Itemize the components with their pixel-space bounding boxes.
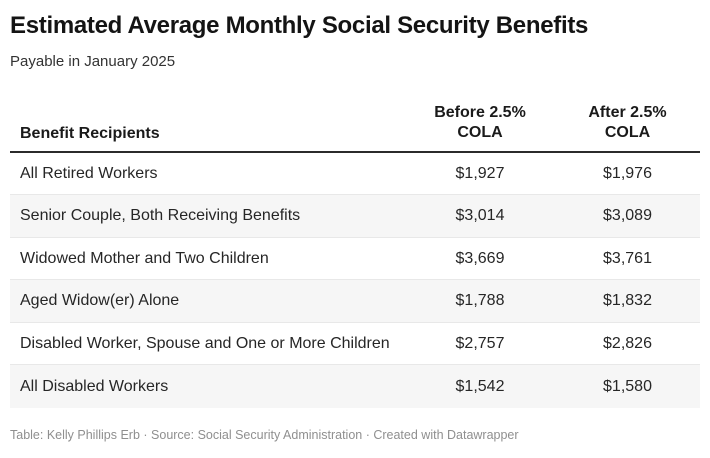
- cell-after-cola: $1,976: [603, 164, 652, 182]
- column-header-before-line2: COLA: [457, 123, 503, 141]
- cell-recipient: All Retired Workers: [20, 164, 158, 182]
- cell-recipient: Widowed Mother and Two Children: [20, 249, 269, 267]
- table-row: Widowed Mother and Two Children $3,669 $…: [10, 237, 700, 281]
- column-header-after-line1: After 2.5%: [588, 103, 667, 121]
- cell-before-cola: $3,014: [455, 207, 505, 225]
- cell-after-cola: $3,089: [603, 207, 652, 225]
- table-body: All Retired Workers $1,927 $1,976 Senior…: [10, 152, 700, 408]
- column-header-recipients: Benefit Recipients: [20, 124, 160, 142]
- cell-after-cola: $1,580: [603, 377, 652, 395]
- cell-before-cola: $3,669: [455, 249, 505, 267]
- page-title: Estimated Average Monthly Social Securit…: [10, 12, 589, 39]
- cell-before-cola: $1,542: [455, 377, 505, 395]
- column-header-before-cola: Before 2.5% COLA: [405, 103, 555, 143]
- table-row: Aged Widow(er) Alone $1,788 $1,832: [10, 280, 700, 323]
- page-subtitle: Payable in January 2025: [10, 52, 176, 70]
- table-row: All Retired Workers $1,927 $1,976: [10, 152, 700, 196]
- cell-recipient: Aged Widow(er) Alone: [20, 292, 180, 310]
- cell-before-cola: $2,757: [455, 334, 505, 352]
- cell-recipient: Senior Couple, Both Receiving Benefits: [20, 207, 301, 225]
- table-header-row: Benefit Recipients Before 2.5% COLA Afte…: [10, 97, 700, 153]
- column-header-before-line1: Before 2.5%: [434, 103, 526, 121]
- cell-after-cola: $1,832: [603, 292, 652, 310]
- cell-before-cola: $1,927: [455, 164, 505, 182]
- benefits-table: Benefit Recipients Before 2.5% COLA Afte…: [10, 97, 700, 408]
- cell-before-cola: $1,788: [455, 292, 505, 310]
- cell-recipient: Disabled Worker, Spouse and One or More …: [20, 334, 390, 352]
- table-row: Disabled Worker, Spouse and One or More …: [10, 322, 700, 366]
- cell-after-cola: $2,826: [603, 334, 652, 352]
- attribution-footer: Table: Kelly Phillips Erb · Source: Soci…: [10, 427, 519, 442]
- column-header-after-cola: After 2.5% COLA: [555, 103, 700, 143]
- cell-recipient: All Disabled Workers: [20, 377, 169, 395]
- cell-after-cola: $3,761: [603, 249, 652, 267]
- column-header-after-line2: COLA: [604, 123, 651, 141]
- table-row: All Disabled Workers $1,542 $1,580: [10, 365, 700, 408]
- table-row: Senior Couple, Both Receiving Benefits $…: [10, 195, 700, 238]
